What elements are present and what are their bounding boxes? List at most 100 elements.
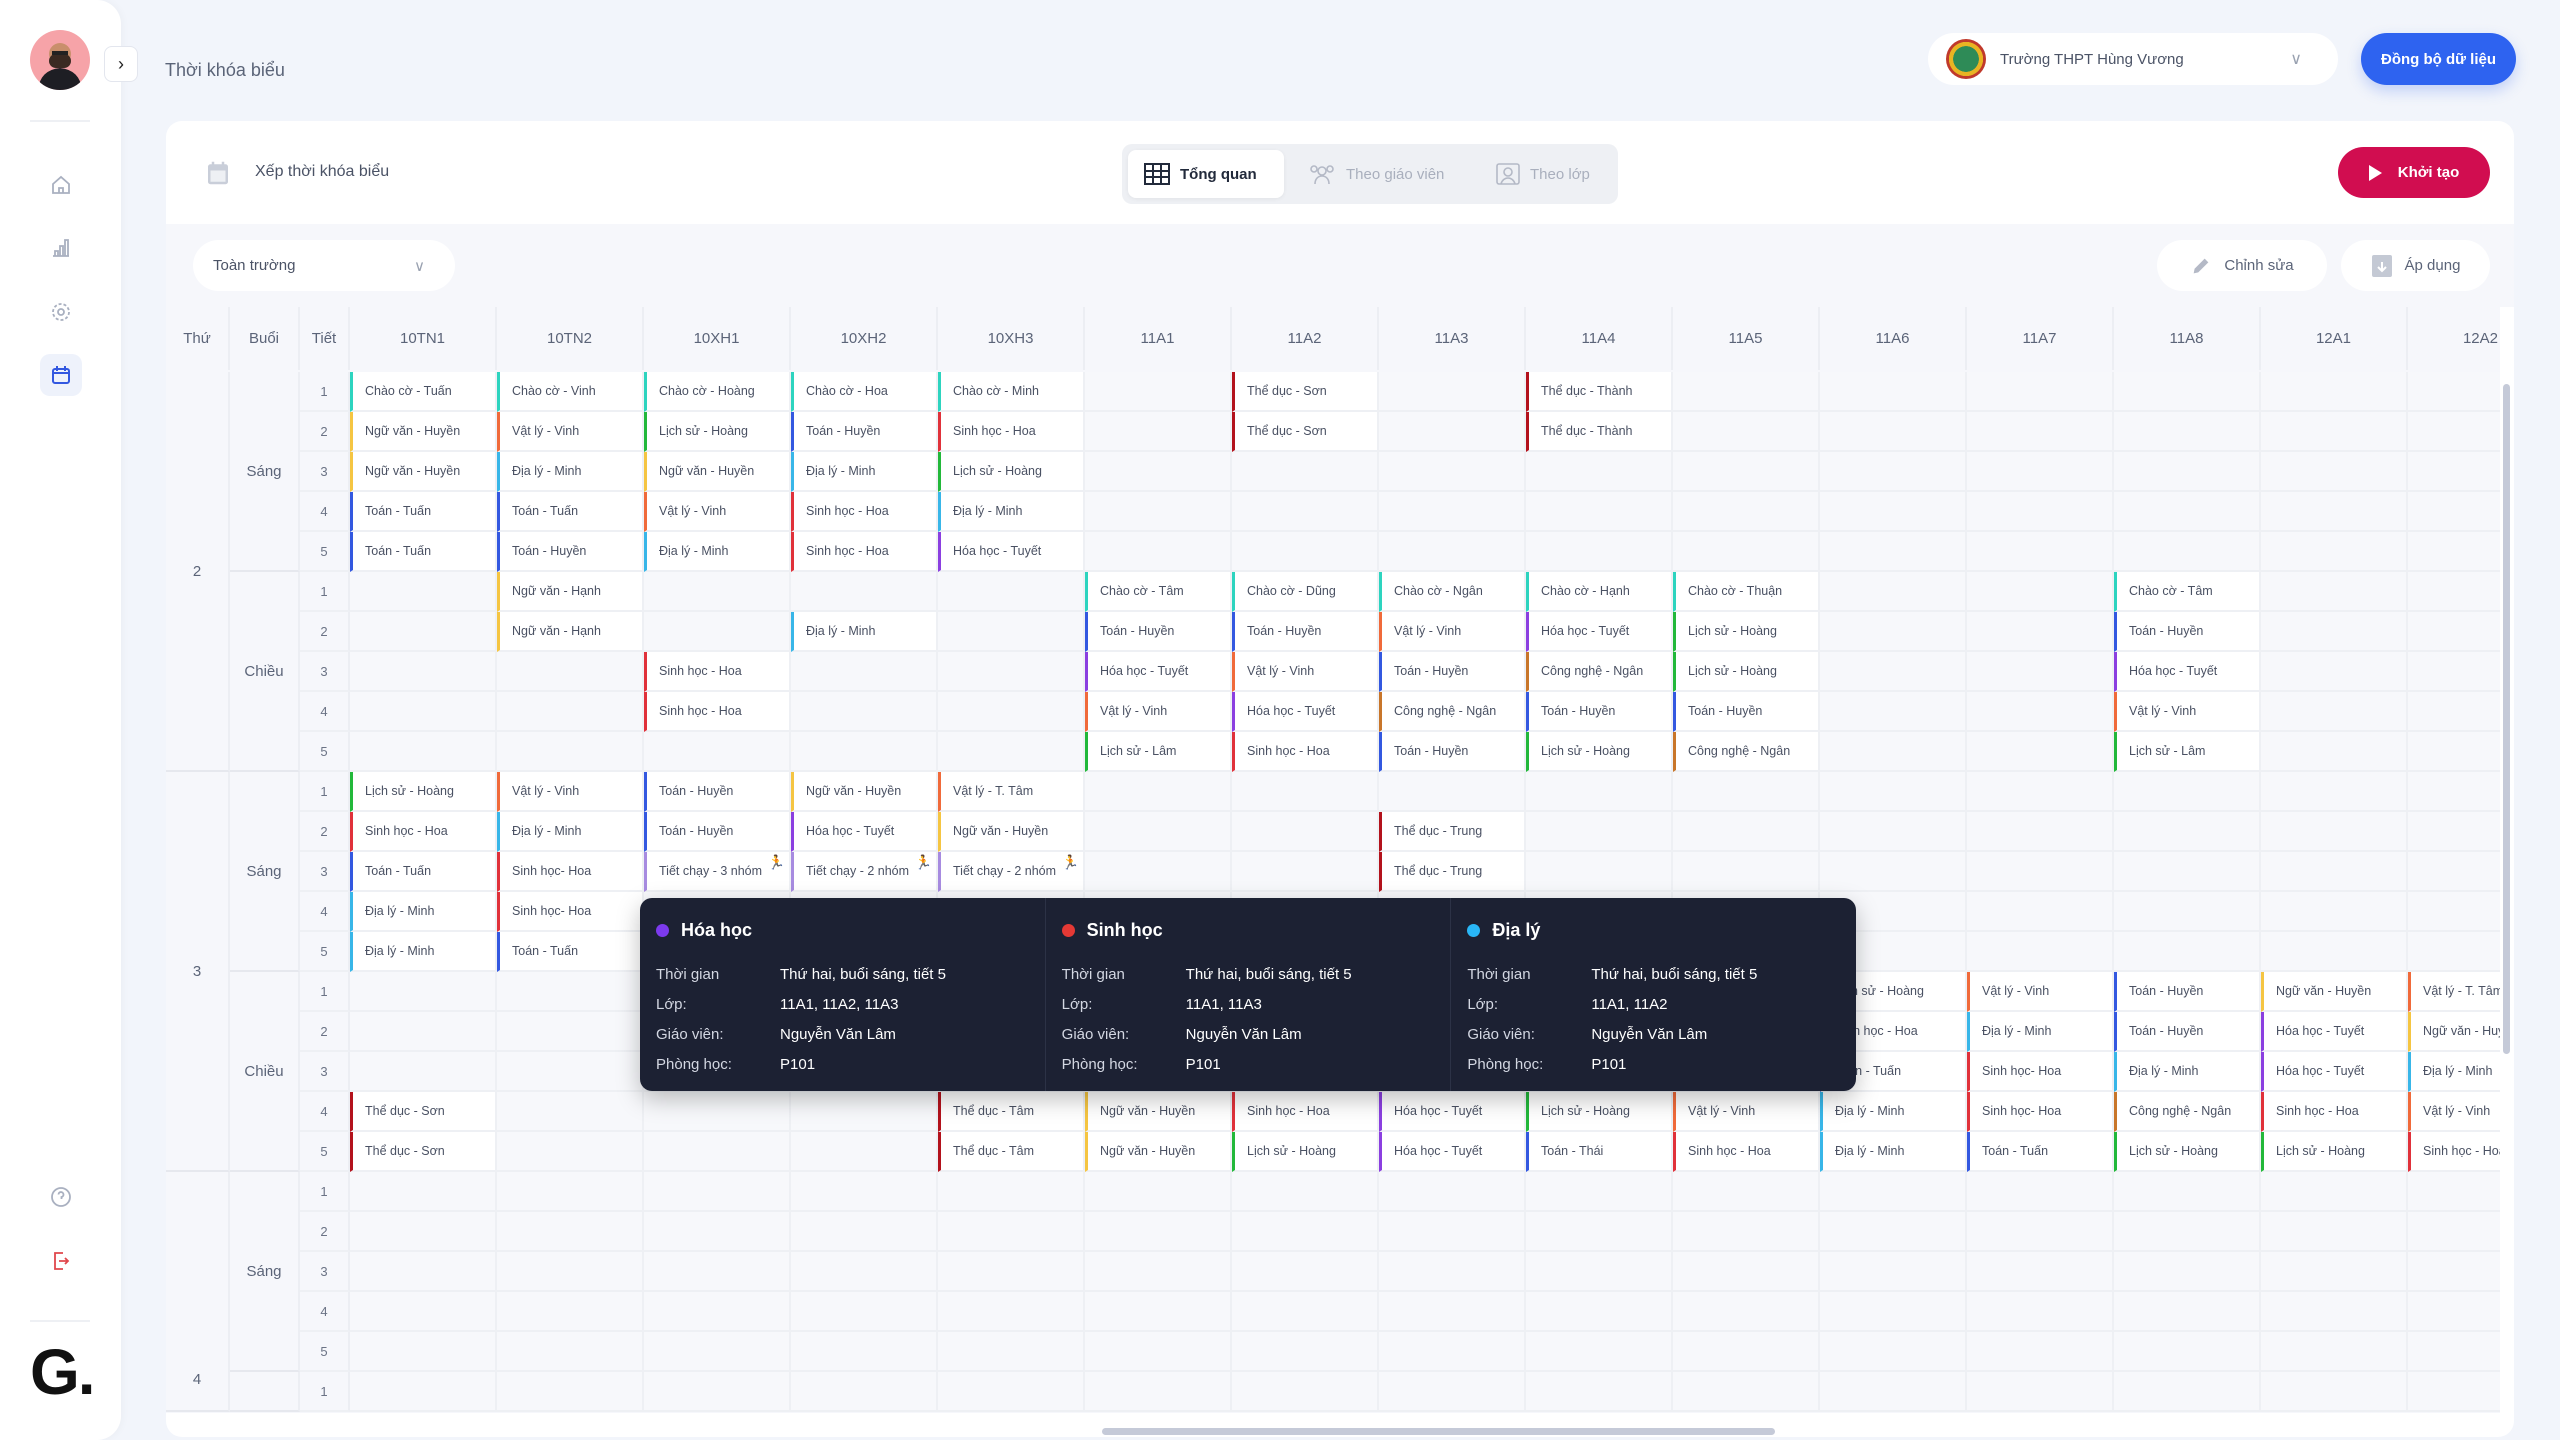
lesson-cell[interactable]: Lịch sử - Hoàng	[2114, 1132, 2261, 1172]
empty-cell[interactable]	[497, 692, 644, 732]
empty-cell[interactable]	[1526, 1172, 1673, 1212]
empty-cell[interactable]	[1379, 532, 1526, 572]
lesson-cell[interactable]: Sinh học - Hoa	[791, 492, 938, 532]
empty-cell[interactable]	[791, 1332, 938, 1372]
lesson-cell[interactable]: Thể dục - Sơn	[350, 1092, 497, 1132]
empty-cell[interactable]	[1820, 492, 1967, 532]
empty-cell[interactable]	[1379, 772, 1526, 812]
lesson-cell[interactable]: Toán - Huyền	[2114, 972, 2261, 1012]
empty-cell[interactable]	[1526, 772, 1673, 812]
empty-cell[interactable]	[1673, 372, 1820, 412]
lesson-cell[interactable]: Toán - Huyền	[791, 412, 938, 452]
empty-cell[interactable]	[2114, 1372, 2261, 1412]
empty-cell[interactable]	[1967, 892, 2114, 932]
empty-cell[interactable]	[1232, 1212, 1379, 1252]
lesson-cell[interactable]: Chào cờ - Tâm	[1085, 572, 1232, 612]
empty-cell[interactable]	[1967, 532, 2114, 572]
lesson-cell[interactable]: Ngữ văn - Huyền	[1085, 1092, 1232, 1132]
empty-cell[interactable]	[644, 1252, 791, 1292]
empty-cell[interactable]	[791, 1292, 938, 1332]
lesson-cell[interactable]: Chào cờ - Ngân	[1379, 572, 1526, 612]
empty-cell[interactable]	[1232, 532, 1379, 572]
tab-by-teacher[interactable]: Theo giáo viên	[1292, 150, 1460, 198]
lesson-cell[interactable]: Lịch sử - Hoàng	[350, 772, 497, 812]
lesson-cell[interactable]: Vật lý - T. Tâm	[938, 772, 1085, 812]
empty-cell[interactable]	[2261, 772, 2408, 812]
expand-sidebar-button[interactable]: ›	[104, 46, 138, 82]
empty-cell[interactable]	[2114, 1172, 2261, 1212]
empty-cell[interactable]	[1967, 852, 2114, 892]
lesson-cell[interactable]: Tiết chạy - 2 nhóm 🏃	[791, 852, 938, 892]
empty-cell[interactable]	[2114, 932, 2261, 972]
lesson-cell[interactable]: Thể dục - Tâm	[938, 1092, 1085, 1132]
lesson-cell[interactable]: Lịch sử - Lâm	[1085, 732, 1232, 772]
empty-cell[interactable]	[2261, 652, 2408, 692]
empty-cell[interactable]	[2114, 372, 2261, 412]
empty-cell[interactable]	[497, 972, 644, 1012]
lesson-cell[interactable]: Thể dục - Trung	[1379, 812, 1526, 852]
avatar[interactable]	[30, 30, 90, 90]
empty-cell[interactable]	[1673, 1372, 1820, 1412]
lesson-cell[interactable]: Địa lý - Minh	[350, 932, 497, 972]
empty-cell[interactable]	[1085, 772, 1232, 812]
empty-cell[interactable]	[2408, 932, 2500, 972]
lesson-cell[interactable]: Địa lý - Minh	[1967, 1012, 2114, 1052]
empty-cell[interactable]	[2408, 852, 2500, 892]
lesson-cell[interactable]: Vật lý - Vinh	[2114, 692, 2261, 732]
empty-cell[interactable]	[2261, 572, 2408, 612]
empty-cell[interactable]	[1820, 1252, 1967, 1292]
empty-cell[interactable]	[938, 572, 1085, 612]
lesson-cell[interactable]: Ngữ văn - Huyền	[791, 772, 938, 812]
empty-cell[interactable]	[350, 692, 497, 732]
settings-icon[interactable]	[40, 291, 82, 333]
empty-cell[interactable]	[938, 1172, 1085, 1212]
empty-cell[interactable]	[1085, 1332, 1232, 1372]
lesson-cell[interactable]: Toán - Huyền	[1379, 652, 1526, 692]
empty-cell[interactable]	[791, 1252, 938, 1292]
empty-cell[interactable]	[497, 1012, 644, 1052]
empty-cell[interactable]	[2261, 532, 2408, 572]
empty-cell[interactable]	[1820, 1212, 1967, 1252]
empty-cell[interactable]	[1232, 1372, 1379, 1412]
empty-cell[interactable]	[1673, 412, 1820, 452]
school-selector[interactable]: Trường THPT Hùng Vương ∨	[1928, 33, 2338, 85]
empty-cell[interactable]	[1673, 452, 1820, 492]
empty-cell[interactable]	[791, 1372, 938, 1412]
lesson-cell[interactable]: Chào cờ - Thuận	[1673, 572, 1820, 612]
empty-cell[interactable]	[1820, 372, 1967, 412]
empty-cell[interactable]	[350, 1292, 497, 1332]
empty-cell[interactable]	[1967, 1292, 2114, 1332]
empty-cell[interactable]	[1967, 572, 2114, 612]
lesson-cell[interactable]: Hóa học - Tuyết	[2114, 652, 2261, 692]
empty-cell[interactable]	[2408, 1292, 2500, 1332]
empty-cell[interactable]	[938, 692, 1085, 732]
lesson-cell[interactable]: Sinh học - Hoa	[1232, 1092, 1379, 1132]
empty-cell[interactable]	[497, 1372, 644, 1412]
empty-cell[interactable]	[1967, 1172, 2114, 1212]
empty-cell[interactable]	[497, 732, 644, 772]
lesson-cell[interactable]: Toán - Huyền	[1232, 612, 1379, 652]
lesson-cell[interactable]: Sinh học - Hoa	[644, 692, 791, 732]
lesson-cell[interactable]: Toán - Tuấn	[497, 932, 644, 972]
lesson-cell[interactable]: Toán - Huyền	[2114, 612, 2261, 652]
empty-cell[interactable]	[2408, 452, 2500, 492]
lesson-cell[interactable]: Địa lý - Minh	[350, 892, 497, 932]
empty-cell[interactable]	[1379, 1332, 1526, 1372]
empty-cell[interactable]	[2261, 812, 2408, 852]
empty-cell[interactable]	[1085, 1212, 1232, 1252]
lesson-cell[interactable]: Sinh học - Hoa	[644, 652, 791, 692]
empty-cell[interactable]	[1967, 1212, 2114, 1252]
empty-cell[interactable]	[1673, 852, 1820, 892]
lesson-cell[interactable]: Ngữ văn - Hạnh	[497, 612, 644, 652]
empty-cell[interactable]	[1379, 1372, 1526, 1412]
lesson-cell[interactable]: Toán - Thái	[1526, 1132, 1673, 1172]
empty-cell[interactable]	[2261, 852, 2408, 892]
empty-cell[interactable]	[2408, 492, 2500, 532]
lesson-cell[interactable]: Địa lý - Minh	[1820, 1132, 1967, 1172]
lesson-cell[interactable]: Lịch sử - Hoàng	[1673, 652, 1820, 692]
empty-cell[interactable]	[1673, 532, 1820, 572]
empty-cell[interactable]	[2114, 492, 2261, 532]
empty-cell[interactable]	[1526, 452, 1673, 492]
lesson-cell[interactable]: Địa lý - Minh	[497, 812, 644, 852]
lesson-cell[interactable]: Sinh học - Hoa	[1673, 1132, 1820, 1172]
